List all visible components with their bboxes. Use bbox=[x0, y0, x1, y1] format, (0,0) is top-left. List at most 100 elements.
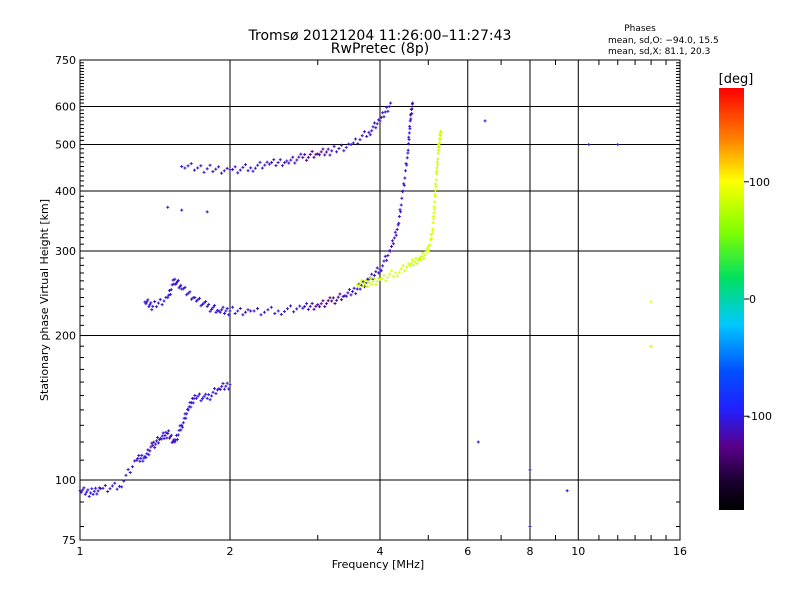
data-point bbox=[309, 152, 311, 156]
data-point bbox=[361, 278, 363, 282]
y-tick-label: 400 bbox=[55, 185, 76, 198]
data-point bbox=[371, 282, 373, 286]
data-point bbox=[145, 456, 147, 460]
data-point bbox=[348, 288, 350, 292]
data-point bbox=[252, 169, 254, 173]
data-point bbox=[181, 423, 183, 427]
data-point bbox=[384, 254, 386, 258]
data-point bbox=[187, 164, 189, 168]
data-point bbox=[302, 155, 304, 159]
data-point bbox=[366, 134, 368, 138]
data-point bbox=[383, 273, 385, 277]
data-point bbox=[189, 290, 191, 294]
colorbar-label: [deg] bbox=[719, 72, 754, 87]
data-point bbox=[373, 276, 375, 280]
data-point bbox=[395, 233, 397, 237]
data-point bbox=[206, 396, 208, 400]
data-point bbox=[254, 166, 256, 170]
data-point bbox=[205, 392, 207, 396]
data-point bbox=[383, 115, 385, 119]
data-point bbox=[218, 309, 220, 313]
y-tick-label: 750 bbox=[55, 54, 76, 67]
x-tick-label: 1 bbox=[77, 545, 84, 558]
colorbar-tick-labels: 100 0 -100 bbox=[744, 176, 772, 423]
data-point bbox=[361, 283, 363, 287]
data-point bbox=[182, 425, 184, 429]
data-point bbox=[433, 217, 435, 221]
data-point bbox=[325, 150, 327, 154]
data-point bbox=[250, 309, 252, 313]
data-point bbox=[250, 166, 252, 170]
data-point bbox=[172, 439, 174, 443]
data-point bbox=[152, 304, 154, 308]
data-point bbox=[435, 184, 437, 188]
data-point bbox=[411, 107, 413, 111]
data-point bbox=[371, 129, 373, 133]
data-point bbox=[388, 105, 390, 109]
data-point bbox=[529, 468, 531, 472]
data-point bbox=[395, 271, 397, 275]
data-point bbox=[211, 307, 213, 311]
data-point bbox=[194, 296, 196, 300]
data-point bbox=[189, 401, 191, 405]
data-point bbox=[434, 195, 436, 199]
data-point bbox=[173, 282, 175, 286]
data-point bbox=[220, 171, 222, 175]
data-point bbox=[438, 141, 440, 145]
data-point bbox=[259, 160, 261, 164]
data-point bbox=[242, 165, 244, 169]
data-point bbox=[407, 142, 409, 146]
data-point bbox=[178, 286, 180, 290]
data-point bbox=[205, 300, 207, 304]
data-point bbox=[280, 312, 282, 316]
data-point bbox=[429, 238, 431, 242]
data-point bbox=[406, 163, 408, 167]
data-point bbox=[100, 487, 102, 491]
data-point bbox=[410, 112, 412, 116]
data-point bbox=[184, 285, 186, 289]
data-point bbox=[158, 441, 160, 445]
data-point bbox=[173, 438, 175, 442]
data-point bbox=[407, 151, 409, 155]
data-point bbox=[125, 473, 127, 477]
phases-title: Phases bbox=[624, 24, 656, 34]
data-point bbox=[264, 163, 266, 167]
data-point bbox=[175, 438, 177, 442]
data-point bbox=[96, 492, 98, 496]
data-point bbox=[409, 127, 411, 131]
colorbar-tick-label: 0 bbox=[749, 293, 756, 306]
data-point bbox=[153, 440, 155, 444]
grid-layer bbox=[80, 59, 680, 541]
data-point bbox=[203, 301, 205, 305]
chart-title: Tromsø 20121204 11:26:00–11:27:43 bbox=[248, 28, 512, 44]
data-point bbox=[116, 487, 118, 491]
data-point bbox=[225, 384, 227, 388]
data-point bbox=[432, 227, 434, 231]
data-point bbox=[187, 291, 189, 295]
data-point bbox=[352, 141, 354, 145]
data-point bbox=[338, 146, 340, 150]
data-point bbox=[247, 308, 249, 312]
data-point bbox=[393, 236, 395, 240]
data-point bbox=[266, 160, 268, 164]
data-point bbox=[375, 270, 377, 274]
data-point bbox=[208, 302, 210, 306]
data-point bbox=[172, 278, 174, 282]
data-point bbox=[378, 276, 380, 280]
data-point bbox=[400, 210, 402, 214]
data-point bbox=[345, 294, 347, 298]
data-point bbox=[566, 489, 568, 493]
data-point bbox=[138, 454, 140, 458]
data-point bbox=[322, 147, 324, 151]
data-point bbox=[174, 277, 176, 281]
data-point bbox=[376, 279, 378, 283]
data-point bbox=[195, 299, 197, 303]
data-point bbox=[146, 452, 148, 456]
data-point bbox=[373, 273, 375, 277]
data-point bbox=[382, 264, 384, 268]
data-point bbox=[398, 221, 400, 225]
data-point bbox=[187, 407, 189, 411]
data-point bbox=[402, 189, 404, 193]
data-point bbox=[380, 115, 382, 119]
data-point bbox=[167, 432, 169, 436]
